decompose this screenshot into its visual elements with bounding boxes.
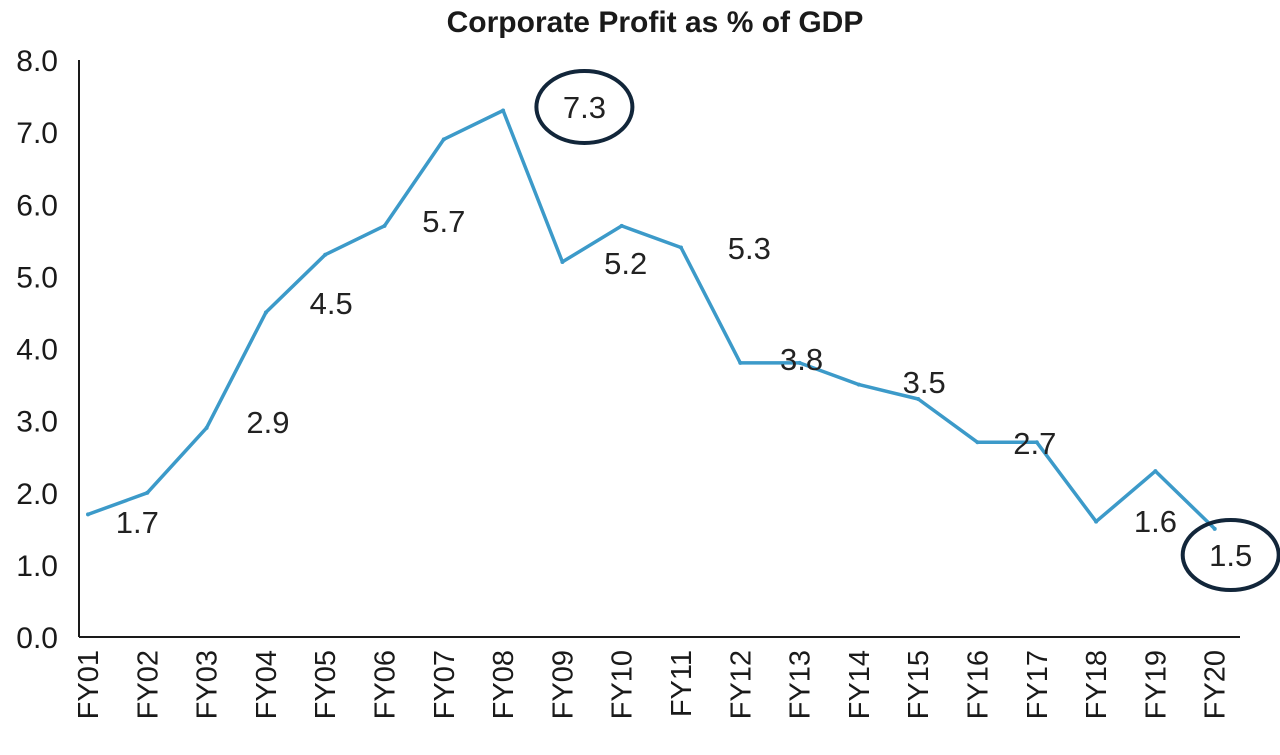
data-point <box>679 245 683 250</box>
x-axis-ticks: FY01 FY02 FY03 FY04 FY05 FY06 FY07 FY08 FY09 FY10… <box>73 650 1232 719</box>
x-tick-label: FY16 <box>963 650 995 719</box>
x-tick-label: FY01 <box>73 650 105 719</box>
data-label: 3.8 <box>780 342 823 377</box>
x-tick-label: FY12 <box>725 650 757 719</box>
data-point <box>86 512 90 517</box>
x-tick-label: FY04 <box>251 650 283 719</box>
data-label: 4.5 <box>310 286 353 321</box>
data-point <box>263 310 268 315</box>
x-tick-label: FY05 <box>310 650 342 719</box>
x-tick-label: FY07 <box>429 650 461 719</box>
data-label: 5.7 <box>422 204 465 239</box>
y-tick-label: 3.0 <box>16 406 58 439</box>
y-tick-label: 5.0 <box>16 261 58 294</box>
data-point <box>1153 469 1158 474</box>
x-tick-label: FY11 <box>666 650 698 717</box>
x-tick-label: FY06 <box>370 650 402 719</box>
data-point <box>1034 440 1039 445</box>
data-label: 3.5 <box>903 365 946 400</box>
data-point <box>797 360 802 365</box>
y-tick-label: 1.0 <box>16 550 58 583</box>
x-tick-label: FY14 <box>844 650 876 719</box>
x-tick-label: FY13 <box>785 650 817 719</box>
data-point <box>501 108 506 113</box>
chart-title: Corporate Profit as % of GDP <box>447 6 864 39</box>
x-tick-label: FY09 <box>547 650 579 719</box>
data-point <box>323 252 328 257</box>
data-labels: 1.7 2.9 4.5 5.7 7.3 5.2 5.3 3.8 3.5 2.7 1.6 1.5 <box>116 69 1280 592</box>
x-tick-label: FY18 <box>1081 650 1113 719</box>
data-point <box>1094 519 1099 524</box>
data-points <box>86 108 1217 531</box>
y-axis-ticks: 0.0 1.0 2.0 3.0 4.0 5.0 6.0 7.0 8.0 <box>16 45 58 655</box>
series-line <box>86 108 1217 531</box>
data-label: 2.7 <box>1013 426 1056 461</box>
data-point <box>916 396 921 401</box>
data-label: 7.3 <box>563 90 606 125</box>
data-point <box>441 137 446 142</box>
data-point <box>975 440 980 445</box>
x-tick-label: FY02 <box>132 650 164 719</box>
data-label: 1.7 <box>116 505 159 540</box>
data-point <box>560 259 565 264</box>
data-point <box>856 382 861 387</box>
data-point <box>204 425 209 430</box>
data-point <box>738 360 743 365</box>
x-tick-label: FY15 <box>903 650 935 719</box>
x-tick-label: FY19 <box>1140 650 1172 719</box>
y-tick-label: 7.0 <box>16 117 58 150</box>
y-tick-label: 4.0 <box>16 334 58 367</box>
x-tick-label: FY20 <box>1200 650 1232 719</box>
y-tick-label: 2.0 <box>16 478 58 511</box>
highlight-circle <box>534 69 635 145</box>
data-point <box>145 490 150 495</box>
x-tick-label: FY03 <box>192 650 224 719</box>
data-point <box>382 223 387 228</box>
data-point <box>1212 526 1217 531</box>
y-tick-label: 8.0 <box>16 45 58 78</box>
y-tick-label: 6.0 <box>16 189 58 222</box>
data-label: 1.6 <box>1134 504 1177 539</box>
highlight-circle <box>1180 518 1280 592</box>
data-label: 5.2 <box>604 246 647 281</box>
x-tick-label: FY08 <box>488 650 520 719</box>
data-label: 5.3 <box>728 231 771 266</box>
data-point <box>619 223 624 228</box>
data-label: 1.5 <box>1209 538 1252 573</box>
y-tick-label: 0.0 <box>16 622 58 655</box>
data-label: 2.9 <box>246 405 289 440</box>
x-tick-label: FY17 <box>1022 650 1054 719</box>
x-tick-label: FY10 <box>607 650 639 719</box>
